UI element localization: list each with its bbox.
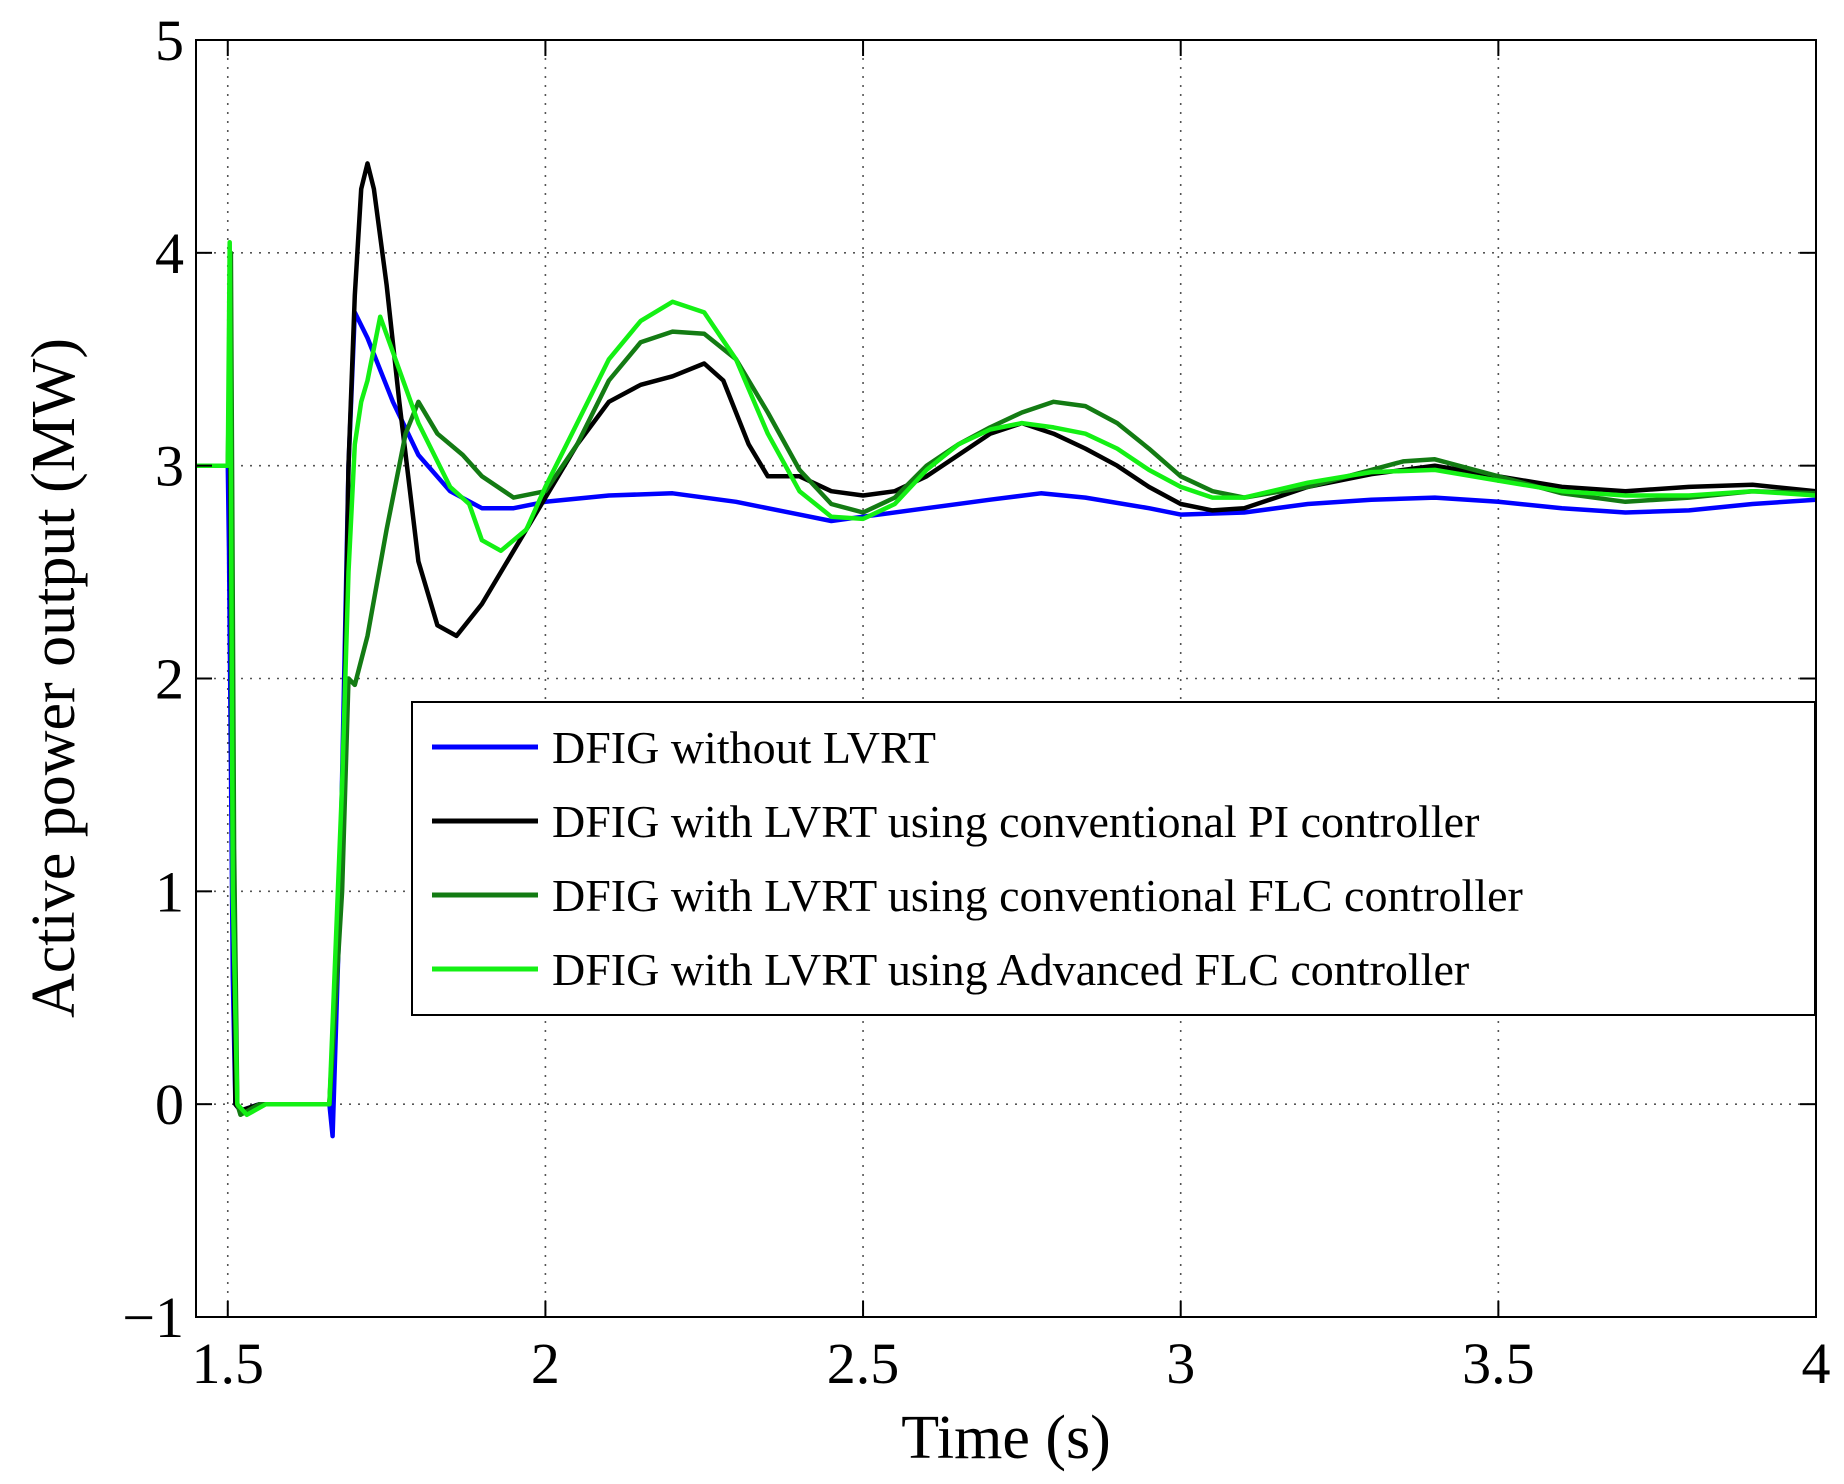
- y-tick-label: −1: [122, 1285, 184, 1350]
- x-tick-label: 3.5: [1462, 1331, 1535, 1396]
- x-tick-label: 2.5: [827, 1331, 900, 1396]
- legend: DFIG without LVRT DFIG with LVRT using co…: [411, 701, 1816, 1016]
- x-tick-label: 1.5: [192, 1331, 265, 1396]
- y-tick-label: 5: [155, 8, 184, 73]
- x-tick-label: 4: [1802, 1331, 1831, 1396]
- legend-label: DFIG with LVRT using conventional FLC co…: [552, 870, 1523, 921]
- grid: [196, 40, 1816, 1317]
- y-axis-label: Active power output (MW): [20, 338, 88, 1018]
- legend-label: DFIG without LVRT: [552, 722, 936, 773]
- y-tick-label: 0: [155, 1072, 184, 1137]
- y-tick-label: 3: [155, 434, 184, 499]
- legend-label: DFIG with LVRT using conventional PI con…: [552, 796, 1479, 847]
- x-tick-label: 2: [531, 1331, 560, 1396]
- series-group: [196, 161, 1816, 1139]
- y-tick-label: 4: [155, 221, 184, 286]
- legend-box: [411, 701, 1816, 1016]
- y-tick-label: 2: [155, 647, 184, 712]
- legend-label: DFIG with LVRT using Advanced FLC contro…: [552, 944, 1469, 995]
- y-tick-label: 1: [155, 859, 184, 924]
- axis-ticks: 1.5 2 2.5 3 3.5 4 −1 0 1 2 3 4 5: [122, 8, 1830, 1396]
- series-line-4: [196, 239, 1816, 1118]
- x-axis-label: Time (s): [901, 1404, 1111, 1472]
- x-tick-label: 3: [1166, 1331, 1195, 1396]
